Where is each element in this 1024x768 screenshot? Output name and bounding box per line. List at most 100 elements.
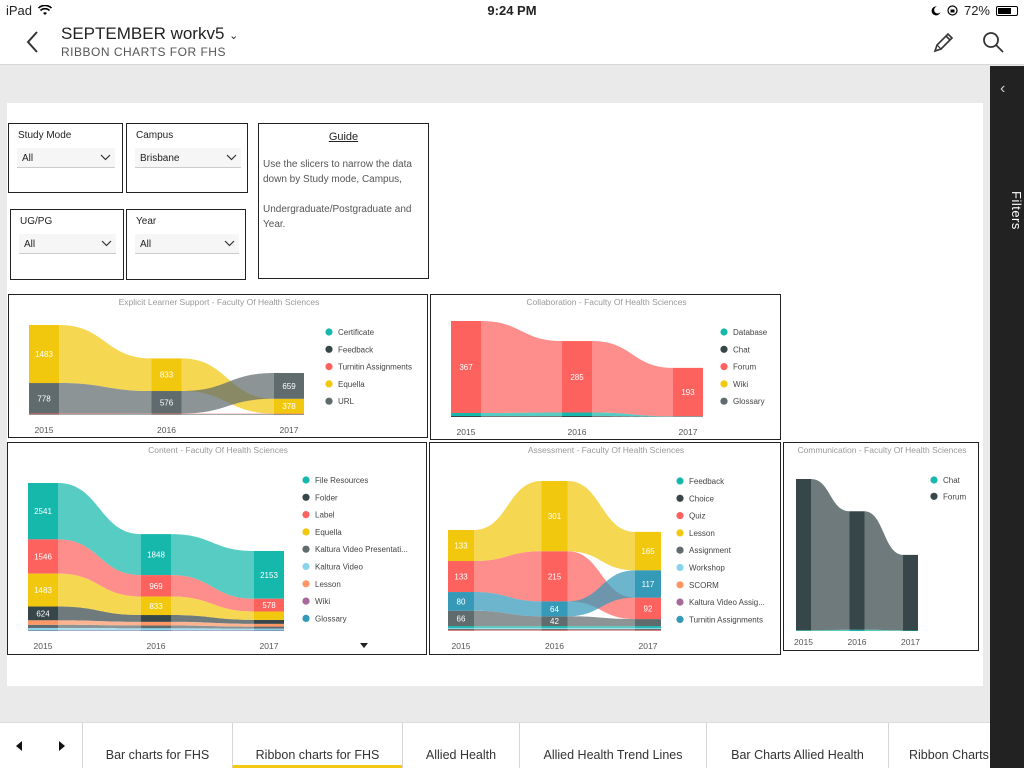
bar-scorm-2016[interactable] [541, 629, 568, 631]
ribbon-kaltura-video-presentati[interactable] [58, 624, 141, 629]
legend-item[interactable]: Label [315, 511, 335, 520]
bar-feedback-2016[interactable] [541, 626, 568, 628]
bar-chat-2015[interactable] [451, 415, 481, 417]
previous-page-icon[interactable] [12, 739, 26, 753]
ribbon-kaltura-video[interactable] [58, 628, 141, 631]
bar-chat-2016[interactable] [849, 629, 865, 631]
ribbon-choice[interactable] [567, 628, 636, 630]
ribbon-equella[interactable] [171, 596, 254, 620]
bar-turnitin-assignments-2016[interactable] [541, 601, 568, 617]
ribbon-label[interactable] [171, 575, 254, 612]
legend-item[interactable]: Wiki [733, 380, 748, 389]
ribbon-turnitin-assignments[interactable] [181, 413, 275, 415]
campus-dropdown[interactable]: Brisbane [135, 148, 241, 168]
legend-item[interactable]: Glossary [733, 397, 765, 406]
bar-scorm-2017[interactable] [635, 629, 661, 631]
ribbon-forum[interactable] [481, 321, 562, 413]
chart-assessment[interactable]: Assessment - Faculty Of Health Sciences 1… [429, 442, 781, 655]
bar-quiz-2015[interactable] [448, 561, 474, 593]
bar-assignment-2016[interactable] [541, 616, 568, 627]
legend-item[interactable]: Forum [943, 492, 966, 501]
bar-equella-2015[interactable] [28, 573, 58, 607]
bar-lesson-2017[interactable] [635, 531, 661, 571]
legend-item[interactable]: Chat [733, 345, 751, 354]
bar-chat-2017[interactable] [903, 630, 918, 631]
ribbon-folder[interactable] [171, 615, 254, 624]
bar-forum-2016[interactable] [849, 511, 865, 630]
bar-lesson-2016[interactable] [141, 621, 171, 626]
legend-item[interactable]: Lesson [315, 580, 341, 589]
bar-forum-2015[interactable] [451, 321, 481, 413]
bar-turnitin-assignments-2015[interactable] [29, 413, 59, 415]
bar-file-resources-2016[interactable] [141, 534, 171, 576]
filters-pane[interactable]: ‹ Filters [990, 66, 1024, 768]
bar-folder-2017[interactable] [254, 619, 284, 624]
ribbon-equella[interactable] [59, 325, 152, 392]
ug-pg-dropdown[interactable]: All [19, 234, 116, 254]
bar-feedback-2015[interactable] [448, 626, 474, 628]
bar-lesson-2017[interactable] [254, 623, 284, 627]
ribbon-assignment[interactable] [567, 616, 636, 627]
legend-item[interactable]: Lesson [689, 529, 715, 538]
bar-equella-2016[interactable] [151, 358, 182, 392]
ribbon-database[interactable] [592, 412, 673, 417]
bar-kaltura-video-2016[interactable] [141, 628, 171, 631]
bar-forum-2017[interactable] [673, 367, 703, 417]
bar-lesson-2016[interactable] [541, 481, 568, 552]
bar-workshop-2015[interactable] [448, 627, 474, 629]
ribbon-lesson[interactable] [171, 621, 254, 627]
ribbon-feedback[interactable] [474, 626, 542, 628]
legend-item[interactable]: URL [338, 397, 355, 406]
ribbon-lesson[interactable] [567, 481, 636, 571]
legend-item[interactable]: Chat [943, 476, 961, 485]
tab-ribbon-charts[interactable]: Ribbon Charts [888, 723, 1008, 768]
pencil-icon[interactable] [930, 30, 956, 56]
ribbon-lesson[interactable] [474, 481, 542, 562]
legend-item[interactable]: Equella [315, 528, 342, 537]
ribbon-kaltura-video[interactable] [171, 628, 254, 631]
bar-turnitin-assignments-2015[interactable] [448, 592, 474, 611]
bar-lesson-2015[interactable] [28, 620, 58, 625]
chart-collaboration[interactable]: Collaboration - Faculty Of Health Scienc… [430, 294, 781, 440]
bar-turnitin-assignments-2016[interactable] [151, 413, 182, 415]
tab-bar-charts-for-fhs[interactable]: Bar charts for FHS [82, 723, 232, 768]
bar-scorm-2015[interactable] [448, 629, 474, 631]
ribbon-turnitin-assignments[interactable] [474, 592, 542, 617]
bar-kaltura-video-2017[interactable] [254, 628, 284, 631]
legend-item[interactable]: Turnitin Assignments [689, 615, 763, 624]
legend-item[interactable]: SCORM [689, 581, 719, 590]
bar-file-resources-2017[interactable] [254, 550, 284, 599]
back-button[interactable] [20, 28, 46, 56]
bar-kaltura-video-presentati-2015[interactable] [28, 624, 58, 629]
bar-label-2017[interactable] [254, 598, 284, 612]
tab-allied-health[interactable]: Allied Health [402, 723, 519, 768]
bar-kaltura-video-2015[interactable] [28, 628, 58, 631]
ribbon-scorm[interactable] [474, 629, 542, 631]
bar-workshop-2017[interactable] [635, 627, 661, 629]
ribbon-label[interactable] [58, 539, 141, 597]
bar-folder-2016[interactable] [141, 615, 171, 622]
legend-scroll-down-icon[interactable] [360, 643, 368, 648]
ribbon-assignment[interactable] [474, 610, 542, 627]
bar-lesson-2015[interactable] [448, 529, 474, 562]
bar-chat-2016[interactable] [562, 415, 592, 417]
ribbon-chat[interactable] [811, 629, 850, 631]
report-title[interactable]: SEPTEMBER workv5 ⌄ [61, 24, 238, 44]
bar-assignment-2015[interactable] [448, 610, 474, 627]
bar-equella-2017[interactable] [254, 611, 284, 620]
legend-item[interactable]: Feedback [689, 477, 725, 486]
legend-item[interactable]: Glossary [315, 614, 347, 623]
chevron-left-icon[interactable]: ‹ [1000, 80, 1006, 97]
ribbon-kaltura-video-presentati[interactable] [171, 625, 254, 629]
bar-choice-2016[interactable] [541, 628, 568, 630]
bar-url-2017[interactable] [274, 372, 304, 399]
bar-choice-2017[interactable] [635, 628, 661, 630]
ribbon-workshop[interactable] [474, 627, 542, 629]
bar-kaltura-video-presentati-2017[interactable] [254, 626, 284, 629]
ribbon-chat[interactable] [592, 415, 673, 417]
legend-item[interactable]: Database [733, 328, 768, 337]
bar-assignment-2017[interactable] [635, 619, 661, 627]
bar-equella-2015[interactable] [29, 325, 59, 384]
bar-forum-2015[interactable] [796, 479, 811, 631]
ribbon-scorm[interactable] [567, 629, 636, 631]
